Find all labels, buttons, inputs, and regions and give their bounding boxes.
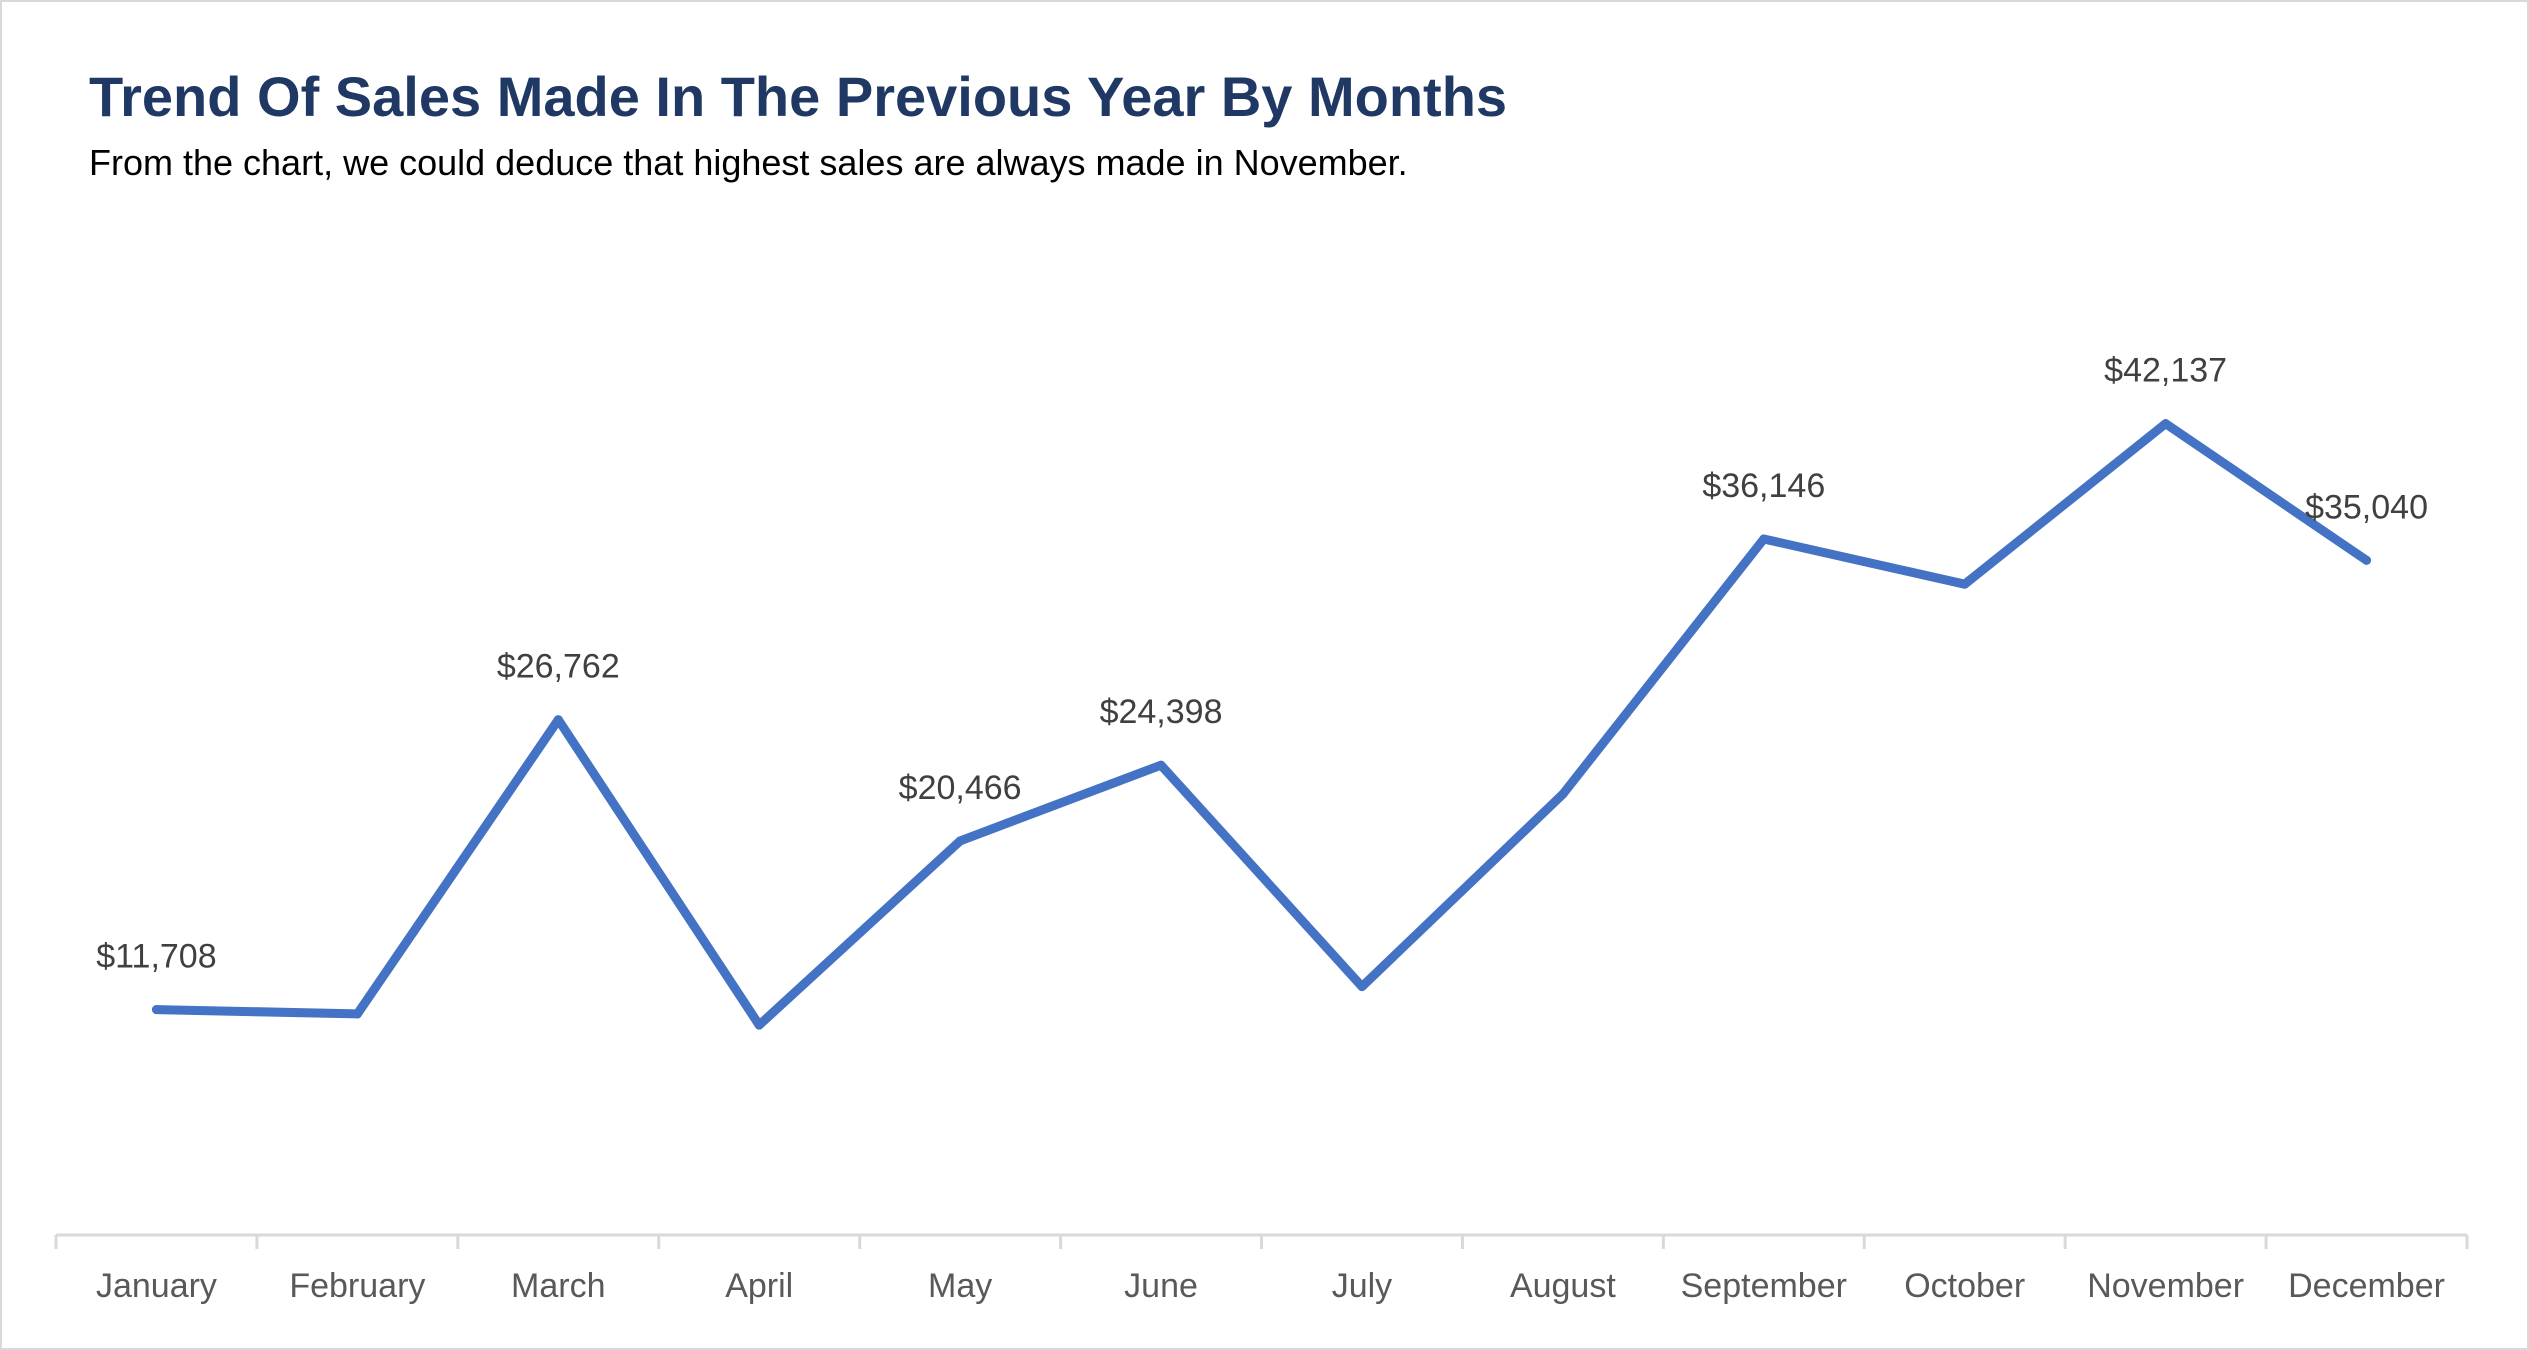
data-point (2362, 555, 2372, 565)
series-line (152, 419, 2371, 1030)
x-tick-label: November (2087, 1267, 2244, 1305)
data-point (2161, 419, 2171, 429)
x-tick-label: February (289, 1267, 425, 1305)
x-axis (54, 1233, 2469, 1249)
chart-subtitle: From the chart, we could deduce that hig… (89, 142, 1408, 183)
x-tick-label: May (928, 1267, 992, 1305)
data-point (955, 836, 965, 846)
data-point (1759, 534, 1769, 544)
data-point (1960, 579, 1970, 589)
data-label: $24,398 (1100, 693, 1223, 731)
data-point (352, 1009, 362, 1019)
data-point (1156, 760, 1166, 770)
chart-title: Trend Of Sales Made In The Previous Year… (89, 65, 1508, 128)
data-label: $35,040 (2305, 488, 2428, 526)
x-tick-label: April (725, 1267, 793, 1305)
data-label: $11,708 (96, 938, 216, 976)
x-tick-label: December (2288, 1267, 2445, 1305)
x-tick-label: October (1904, 1267, 2025, 1305)
data-point (553, 715, 563, 725)
x-tick-label: March (511, 1267, 605, 1305)
data-label: $42,137 (2104, 352, 2227, 390)
sales-series (151, 419, 2372, 1030)
x-tick-label: January (96, 1267, 217, 1305)
data-point (754, 1020, 764, 1030)
data-label: $20,466 (899, 769, 1022, 807)
x-axis-tick-labels: January February March April May June July Augu… (96, 1267, 2445, 1305)
data-labels: $11,708 $26,762 $20,466 $24,398 $36,146 $42,1… (96, 352, 2428, 976)
x-tick-label: July (1332, 1267, 1392, 1305)
data-point (151, 1005, 161, 1015)
data-point (1558, 789, 1568, 799)
x-tick-label: September (1681, 1267, 1847, 1305)
data-label: $26,762 (497, 648, 620, 686)
x-tick-label: August (1510, 1267, 1616, 1305)
data-label: $36,146 (1702, 467, 1825, 505)
x-tick-label: June (1124, 1267, 1198, 1305)
data-point (1357, 982, 1367, 992)
